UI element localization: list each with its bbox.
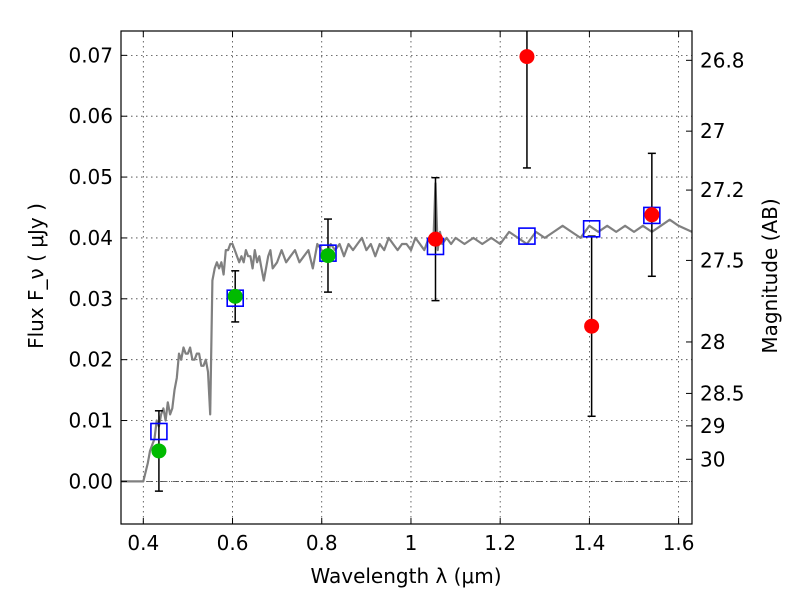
observed-point (427, 231, 443, 247)
y-tick-label: 0.04 (68, 226, 113, 250)
model-square-point (518, 227, 536, 245)
y2-tick-label: 27.2 (700, 178, 745, 202)
model-spectrum (121, 182, 693, 483)
observed-points (151, 49, 660, 459)
y-tick-label: 0.03 (68, 287, 113, 311)
observed-point (644, 207, 660, 223)
observed-point (320, 248, 336, 264)
observed-point (227, 288, 243, 304)
x-tick-label: 0.6 (217, 531, 249, 555)
y2-tick-label: 30 (700, 447, 725, 471)
x-tick-label: 0.4 (127, 531, 159, 555)
y-tick-label: 0.01 (68, 409, 113, 433)
observed-point (584, 318, 600, 334)
y-tick-label: 0.06 (68, 104, 113, 128)
model-photometry-squares (150, 206, 661, 441)
spectrum-line (121, 182, 693, 483)
error-bars (154, 31, 656, 492)
y2-tick-label: 28 (700, 330, 725, 354)
y-tick-label: 0.02 (68, 348, 113, 372)
y2-tick-label: 28.5 (700, 381, 745, 405)
x-axis-label: Wavelength λ (μm) (310, 564, 501, 588)
y2-tick-label: 29 (700, 414, 725, 438)
x-tick-label: 0.8 (306, 531, 338, 555)
observed-point (151, 443, 167, 459)
model-square-point (150, 422, 168, 441)
axis-ticks: 0.4 0.6 0.8 1 1.2 1.4 1.6 0.00 0.01 0.02 0.03 0.04 0… (68, 31, 745, 555)
plot-frame (120, 30, 693, 525)
y-tick-label: 0.05 (68, 165, 113, 189)
y2-axis-label: Magnitude (AB) (758, 198, 782, 353)
x-tick-label: 1.6 (663, 531, 695, 555)
y-tick-label: 0.00 (68, 469, 113, 493)
y2-tick-label: 26.8 (700, 48, 745, 72)
grid (121, 31, 692, 524)
y2-tick-label: 27 (700, 119, 725, 143)
y-axis-label: Flux F_ν ( μJy ) (24, 203, 48, 349)
y2-tick-label: 27.5 (700, 248, 745, 272)
model-square-point (582, 220, 601, 238)
x-tick-label: 1 (405, 531, 418, 555)
y-tick-label: 0.07 (68, 43, 113, 67)
x-tick-label: 1.4 (573, 531, 605, 555)
observed-point (519, 49, 535, 65)
x-tick-label: 1.2 (484, 531, 516, 555)
